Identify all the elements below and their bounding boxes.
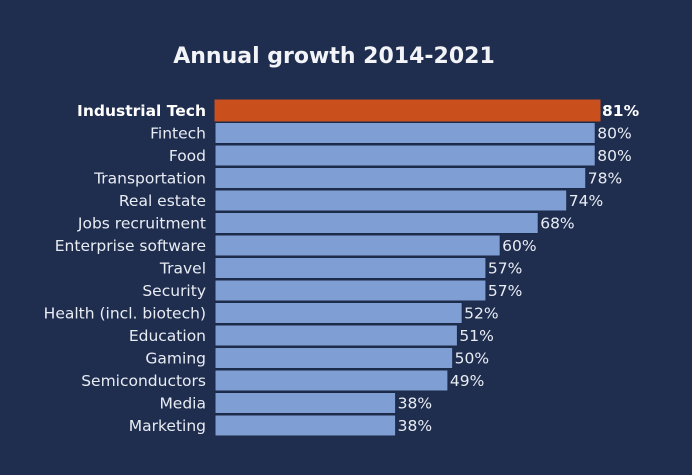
category-label-security: Security [142, 282, 206, 300]
value-label-gaming: 50% [455, 349, 489, 367]
category-label-industrial-tech: Industrial Tech [77, 102, 206, 120]
category-label-food: Food [169, 147, 206, 165]
value-label-food: 80% [597, 147, 631, 165]
value-label-jobs-recruitment: 68% [540, 214, 574, 232]
value-label-fintech: 80% [597, 124, 631, 142]
bar-food [214, 144, 596, 167]
category-labels-group: Industrial Tech Fintech Food Transportation… [44, 102, 206, 435]
bar-marketing [214, 414, 397, 437]
category-label-education: Education [129, 327, 206, 345]
category-label-fintech: Fintech [150, 124, 206, 142]
category-label-gaming: Gaming [145, 349, 206, 367]
category-label-real-estate: Real estate [119, 192, 206, 210]
value-labels-group: 81% 80% 80% 78% 74% 68%60% 57% 57% 52% 51% 50% 49% 3… [398, 102, 640, 435]
bars-group [214, 99, 601, 437]
value-label-semiconductors: 49% [450, 372, 484, 390]
bar-education [214, 324, 458, 347]
bar-transportation [214, 167, 587, 189]
bar-security [214, 279, 487, 302]
value-label-media: 38% [398, 394, 432, 412]
bar-semiconductors [214, 369, 449, 392]
bar-industrial-tech [214, 99, 601, 122]
value-label-real-estate: 74% [569, 192, 603, 210]
category-label-media: Media [159, 394, 206, 412]
bar-media [214, 392, 397, 414]
bar-real-estate [214, 189, 568, 212]
category-label-health-incl-biotech: Health (incl. biotech) [44, 304, 206, 322]
value-label-health-incl-biotech: 52% [464, 304, 498, 322]
category-label-travel: Travel [159, 259, 206, 277]
bar-fintech [214, 122, 596, 144]
bar-travel [214, 257, 487, 279]
bar-health-incl-biotech [214, 302, 463, 324]
bar-gaming [214, 347, 454, 369]
value-label-industrial-tech: 81% [602, 102, 640, 120]
chart-title: Annual growth 2014-2021 [173, 44, 495, 69]
category-label-jobs-recruitment: Jobs recruitment [77, 214, 206, 232]
category-label-marketing: Marketing [129, 417, 206, 435]
value-label-security: 57% [488, 282, 522, 300]
category-label-transportation: Transportation [93, 169, 206, 187]
bar-enterprise-software [214, 234, 501, 257]
value-label-travel: 57% [488, 259, 522, 277]
value-label-education: 51% [459, 327, 493, 345]
value-label-enterprise-software: 60% [502, 237, 536, 255]
value-label-transportation: 78% [588, 169, 622, 187]
bar-jobs-recruitment [214, 212, 539, 234]
category-label-semiconductors: Semiconductors [81, 372, 206, 390]
category-label-enterprise-software: Enterprise software [55, 237, 206, 255]
value-label-marketing: 38% [398, 417, 432, 435]
